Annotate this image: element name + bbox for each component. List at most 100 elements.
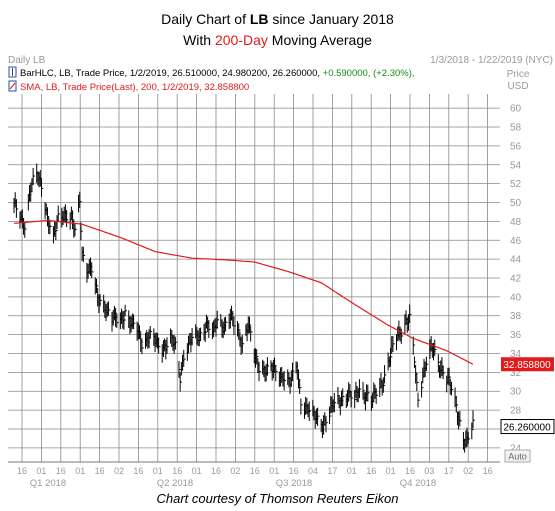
price-bar bbox=[425, 356, 429, 372]
price-bar bbox=[27, 193, 31, 211]
legend-sma-series: SMA, LB, Trade Price(Last), 200, 1/2/201… bbox=[20, 82, 249, 93]
price-bar bbox=[358, 379, 362, 399]
y-tick-label: 40 bbox=[510, 292, 522, 303]
price-bar bbox=[174, 336, 178, 350]
price-bar bbox=[342, 388, 345, 407]
price-bar bbox=[317, 407, 320, 426]
price-bar bbox=[80, 222, 83, 241]
y-tick-label: 54 bbox=[510, 160, 522, 171]
x-tick-label: 16 bbox=[483, 466, 493, 476]
price-bar bbox=[95, 278, 99, 294]
price-bar bbox=[30, 182, 33, 202]
quarter-label: Q2 2018 bbox=[157, 478, 193, 489]
price-bar bbox=[79, 191, 82, 209]
price-bar bbox=[283, 370, 286, 391]
price-bar bbox=[375, 388, 378, 404]
subtitle-prefix: With bbox=[183, 32, 215, 48]
price-bar bbox=[421, 381, 424, 398]
y-tick-label: 46 bbox=[510, 236, 522, 247]
price-bar bbox=[297, 369, 301, 389]
price-bar bbox=[448, 367, 451, 386]
price-bar bbox=[139, 325, 142, 340]
axis-title-line-2: USD bbox=[507, 81, 528, 92]
price-bar bbox=[292, 362, 295, 382]
y-tick-label: 58 bbox=[510, 123, 522, 134]
sma-series-icon bbox=[8, 80, 17, 92]
price-bar bbox=[40, 178, 44, 197]
price-bar bbox=[123, 310, 126, 330]
price-bar bbox=[382, 377, 386, 393]
price-bar bbox=[413, 356, 417, 368]
price-bar bbox=[199, 327, 203, 342]
price-bar bbox=[238, 323, 241, 340]
price-bar bbox=[407, 314, 411, 331]
title-suffix: since January 2018 bbox=[268, 11, 394, 27]
x-tick-label: 03 bbox=[424, 466, 434, 476]
sma-value-tag-text: 32.858800 bbox=[503, 360, 551, 371]
title-ticker: LB bbox=[249, 11, 269, 27]
price-bar bbox=[241, 334, 245, 354]
price-bar bbox=[412, 336, 416, 355]
price-bar bbox=[233, 316, 236, 336]
price-bar bbox=[367, 384, 370, 402]
x-tick-label: 01 bbox=[386, 466, 396, 476]
price-bar bbox=[179, 372, 182, 392]
price-bar bbox=[471, 422, 474, 440]
price-bar bbox=[250, 326, 253, 342]
sma-value-tag: 32.858800 bbox=[501, 357, 554, 372]
price-bar bbox=[91, 262, 94, 279]
y-tick-label: 24 bbox=[510, 443, 522, 454]
price-bar bbox=[24, 222, 27, 238]
price-bar bbox=[107, 301, 111, 316]
legend: BarHLC, LB, Trade Price, 1/2/2019, 26.51… bbox=[8, 66, 415, 93]
sma-value-tag-bg bbox=[501, 357, 554, 372]
price-bar bbox=[141, 338, 144, 355]
y-tick-label: 50 bbox=[510, 198, 522, 209]
price-bar bbox=[55, 221, 58, 241]
y-tick-label: 28 bbox=[510, 406, 522, 417]
auto-scale-button[interactable]: Auto bbox=[504, 449, 531, 463]
price-value-tag: 26.260000 bbox=[500, 419, 555, 435]
price-bar bbox=[434, 339, 437, 357]
y-tick-label: 32 bbox=[510, 368, 522, 379]
price-bar bbox=[299, 379, 302, 395]
legend-bar-series: BarHLC, LB, Trade Price, 1/2/2019, 26.51… bbox=[20, 68, 415, 79]
price-bar bbox=[450, 381, 454, 396]
x-tick-label: 01 bbox=[347, 466, 357, 476]
title-prefix: Daily Chart of bbox=[161, 11, 250, 27]
price-bar bbox=[258, 361, 261, 382]
x-tick-label: 17 bbox=[327, 466, 337, 476]
price-bar bbox=[300, 398, 303, 415]
x-tick-label: 16 bbox=[366, 466, 376, 476]
price-bar bbox=[455, 396, 459, 413]
x-tick-label: 16 bbox=[17, 466, 27, 476]
quarter-label: Q3 2018 bbox=[276, 478, 312, 489]
y-tick-label: 38 bbox=[510, 311, 522, 322]
header-right: 1/3/2018 - 1/22/2019 (NYC) bbox=[430, 55, 553, 66]
price-bar bbox=[186, 343, 190, 361]
subtitle-suffix: Moving Average bbox=[267, 32, 372, 48]
price-bar bbox=[183, 349, 186, 367]
x-tick-label: 16 bbox=[133, 466, 143, 476]
x-tick-label: 16 bbox=[250, 466, 260, 476]
price-bar bbox=[472, 410, 475, 429]
price-bar bbox=[49, 219, 52, 235]
price-bar bbox=[350, 391, 353, 408]
subtitle-highlight: 200-Day bbox=[214, 32, 268, 48]
sma-line bbox=[13, 219, 474, 365]
price-value-tag-text: 26.260000 bbox=[503, 423, 551, 434]
price-bar bbox=[329, 406, 332, 425]
x-tick-label: 02 bbox=[114, 466, 124, 476]
x-tick-label: 16 bbox=[172, 466, 182, 476]
price-bar bbox=[204, 322, 208, 342]
price-bar bbox=[66, 210, 69, 228]
price-bar bbox=[354, 389, 357, 409]
price-bar bbox=[467, 431, 471, 445]
auto-scale-button-bg bbox=[504, 449, 531, 463]
sma-series-icon-mark bbox=[9, 82, 16, 90]
price-bar bbox=[158, 337, 161, 354]
y-tick-label: 44 bbox=[510, 255, 522, 266]
x-tick-label: 01 bbox=[153, 466, 163, 476]
price-bar bbox=[409, 304, 412, 323]
price-bar bbox=[442, 365, 445, 380]
